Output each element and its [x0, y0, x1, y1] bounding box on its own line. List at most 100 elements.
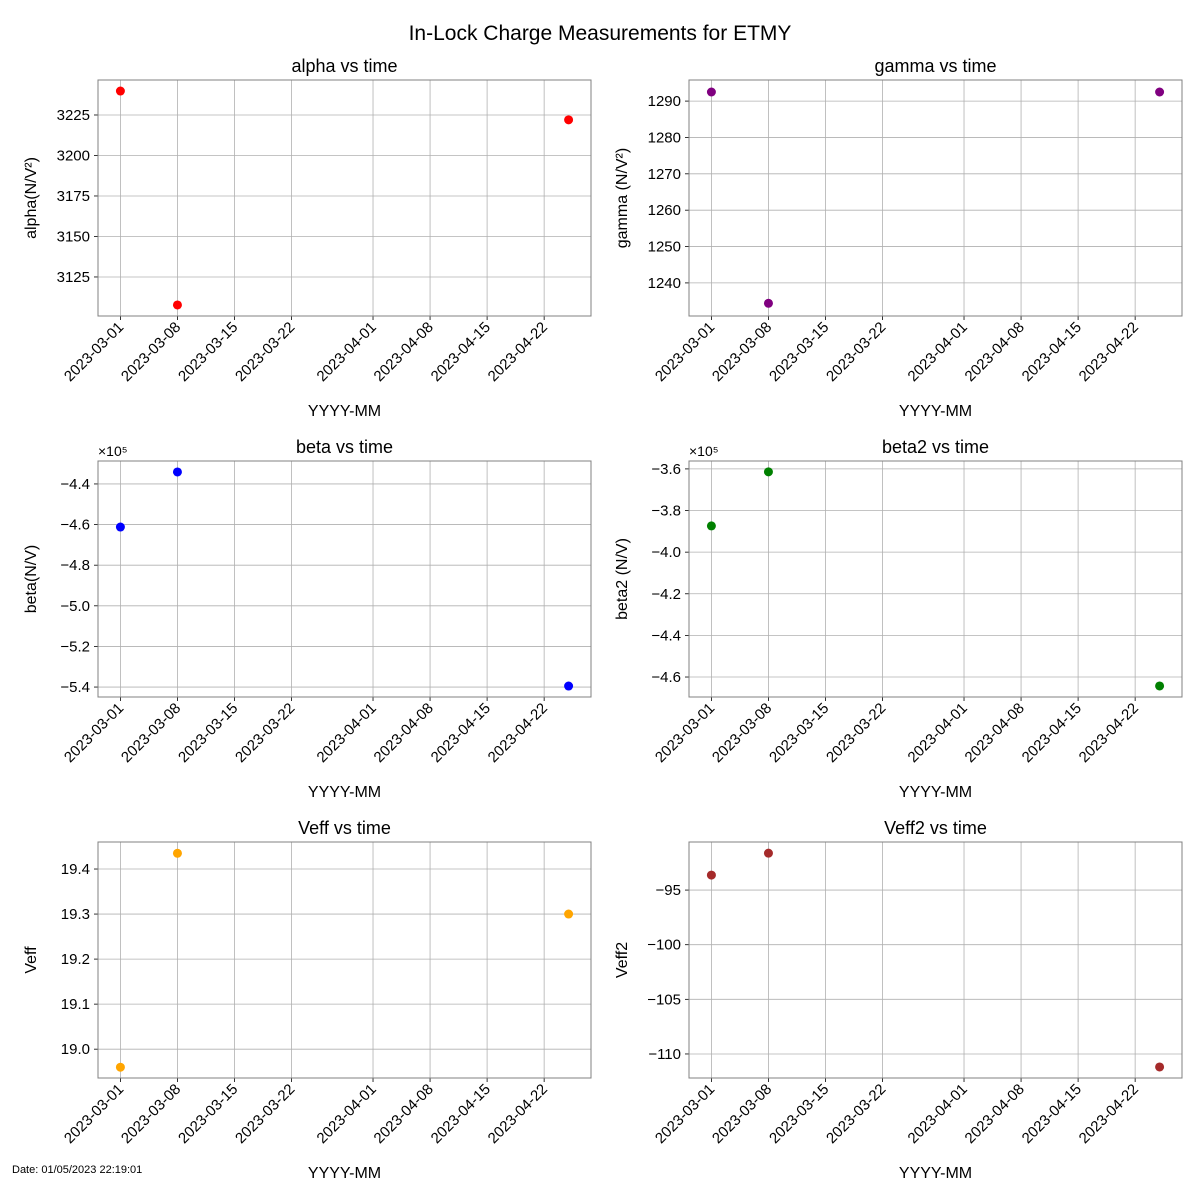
subplot-1: 2023-03-012023-03-082023-03-152023-03-22… — [614, 56, 1183, 420]
axes-frame — [97, 841, 592, 1079]
y-tick-label: 19.3 — [61, 906, 90, 923]
data-point — [1155, 87, 1165, 97]
x-tick-label: 2023-04-08 — [371, 1081, 437, 1147]
x-tick-label: 2023-03-08 — [709, 700, 775, 766]
x-tick-label: 2023-04-08 — [962, 1081, 1028, 1147]
x-tick-label: 2023-04-15 — [428, 319, 494, 385]
y-tick-label: 3125 — [57, 269, 90, 286]
y-tick-label: −100 — [647, 937, 681, 954]
subplot-4: 2023-03-012023-03-082023-03-152023-03-22… — [23, 818, 592, 1182]
y-tick-label: 19.1 — [61, 996, 90, 1013]
data-point — [763, 848, 773, 858]
y-tick-label: −4.6 — [60, 517, 90, 534]
x-tick-label: 2023-04-01 — [905, 700, 971, 766]
axes-frame — [688, 841, 1183, 1079]
axes-frame — [97, 460, 592, 698]
x-tick-label: 2023-03-01 — [652, 700, 718, 766]
x-tick-label: 2023-04-01 — [314, 700, 380, 766]
x-tick-label: 2023-04-22 — [485, 319, 551, 385]
x-tick-label: 2023-03-01 — [61, 700, 127, 766]
y-tick-label: −110 — [648, 1046, 681, 1063]
y-tick-label: 1260 — [648, 202, 681, 219]
x-axis-label: YYYY-MM — [899, 1165, 972, 1182]
x-tick-label: 2023-04-15 — [428, 1081, 494, 1147]
y-tick-label: −4.4 — [60, 476, 90, 493]
data-point — [706, 87, 716, 97]
y-axis-label: Veff — [23, 946, 40, 974]
data-point — [172, 300, 182, 310]
data-point — [706, 521, 716, 531]
data-point — [706, 870, 716, 880]
x-axis-label: YYYY-MM — [308, 1165, 381, 1182]
y-tick-label: −4.2 — [651, 586, 681, 603]
y-axis-label: alpha(N/V²) — [23, 157, 40, 239]
data-point — [564, 115, 574, 125]
x-tick-label: 2023-03-01 — [652, 1081, 718, 1147]
y-tick-label: 1290 — [648, 93, 681, 110]
y-axis-label: beta2 (N/V) — [614, 538, 631, 620]
x-tick-label: 2023-03-15 — [766, 319, 832, 385]
subplot-5: 2023-03-012023-03-082023-03-152023-03-22… — [614, 818, 1183, 1182]
y-tick-label: −5.4 — [60, 679, 90, 696]
subplot-title: alpha vs time — [291, 56, 397, 76]
x-tick-label: 2023-04-22 — [485, 1081, 551, 1147]
x-tick-label: 2023-04-08 — [371, 700, 437, 766]
data-point — [172, 467, 182, 477]
y-tick-label: −4.8 — [60, 557, 90, 574]
x-tick-label: 2023-03-08 — [709, 1081, 775, 1147]
x-tick-label: 2023-03-15 — [175, 1081, 241, 1147]
y-tick-label: 3175 — [57, 188, 90, 205]
y-tick-label: −5.2 — [60, 638, 90, 655]
x-tick-label: 2023-04-01 — [314, 319, 380, 385]
y-tick-label: 1280 — [648, 129, 681, 146]
y-tick-label: 19.2 — [61, 951, 90, 968]
subplot-0: 2023-03-012023-03-082023-03-152023-03-22… — [23, 56, 592, 420]
data-point — [564, 909, 574, 919]
axes-frame — [688, 79, 1183, 317]
y-tick-label: 19.4 — [61, 861, 90, 878]
x-tick-label: 2023-03-15 — [175, 700, 241, 766]
suptitle: In-Lock Charge Measurements for ETMY — [409, 22, 792, 45]
footer-date: Date: 01/05/2023 22:19:01 — [12, 1164, 143, 1176]
y-tick-label: 1240 — [648, 275, 681, 292]
x-tick-label: 2023-04-15 — [1019, 319, 1085, 385]
x-tick-label: 2023-03-01 — [61, 319, 127, 385]
axes-frame — [688, 460, 1183, 698]
y-axis-label: beta(N/V) — [23, 545, 40, 613]
y-tick-label: −3.8 — [651, 503, 681, 520]
offset-text: ×10⁵ — [689, 443, 719, 459]
x-axis-label: YYYY-MM — [899, 784, 972, 801]
data-point — [115, 522, 125, 532]
x-tick-label: 2023-03-22 — [823, 700, 889, 766]
x-tick-label: 2023-04-22 — [1076, 700, 1142, 766]
data-point — [1155, 681, 1165, 691]
x-tick-label: 2023-03-22 — [823, 1081, 889, 1147]
y-tick-label: −4.6 — [651, 669, 681, 686]
subplot-title: Veff2 vs time — [884, 818, 987, 838]
y-tick-label: −3.6 — [651, 461, 681, 478]
y-tick-label: 1250 — [648, 239, 681, 256]
x-tick-label: 2023-04-08 — [962, 319, 1028, 385]
x-tick-label: 2023-03-22 — [232, 700, 298, 766]
y-tick-label: 3200 — [57, 147, 90, 164]
x-tick-label: 2023-03-15 — [766, 1081, 832, 1147]
subplot-title: gamma vs time — [874, 56, 996, 76]
x-tick-label: 2023-04-01 — [314, 1081, 380, 1147]
data-point — [763, 467, 773, 477]
x-tick-label: 2023-03-01 — [652, 319, 718, 385]
y-tick-label: 3225 — [57, 107, 90, 124]
subplot-2: 2023-03-012023-03-082023-03-152023-03-22… — [23, 437, 592, 801]
x-tick-label: 2023-04-15 — [1019, 1081, 1085, 1147]
y-tick-label: 3150 — [57, 228, 90, 245]
x-tick-label: 2023-04-22 — [1076, 319, 1142, 385]
x-tick-label: 2023-04-08 — [962, 700, 1028, 766]
x-tick-label: 2023-03-15 — [766, 700, 832, 766]
x-tick-label: 2023-03-08 — [118, 1081, 184, 1147]
y-tick-label: 19.0 — [61, 1041, 90, 1058]
x-tick-label: 2023-04-08 — [371, 319, 437, 385]
data-point — [172, 848, 182, 858]
x-tick-label: 2023-03-22 — [232, 319, 298, 385]
x-tick-label: 2023-03-22 — [232, 1081, 298, 1147]
x-axis-label: YYYY-MM — [308, 403, 381, 420]
